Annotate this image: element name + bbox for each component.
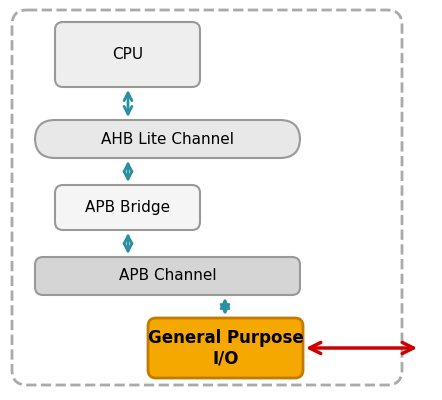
Text: APB Bridge: APB Bridge	[85, 200, 170, 215]
FancyBboxPatch shape	[148, 318, 303, 378]
FancyBboxPatch shape	[55, 185, 200, 230]
FancyBboxPatch shape	[35, 120, 300, 158]
Text: AHB Lite Channel: AHB Lite Channel	[101, 132, 234, 146]
FancyBboxPatch shape	[35, 257, 300, 295]
Text: APB Channel: APB Channel	[119, 268, 216, 284]
Text: CPU: CPU	[112, 47, 143, 62]
Text: General Purpose
I/O: General Purpose I/O	[148, 329, 303, 367]
FancyBboxPatch shape	[12, 10, 402, 385]
FancyBboxPatch shape	[55, 22, 200, 87]
